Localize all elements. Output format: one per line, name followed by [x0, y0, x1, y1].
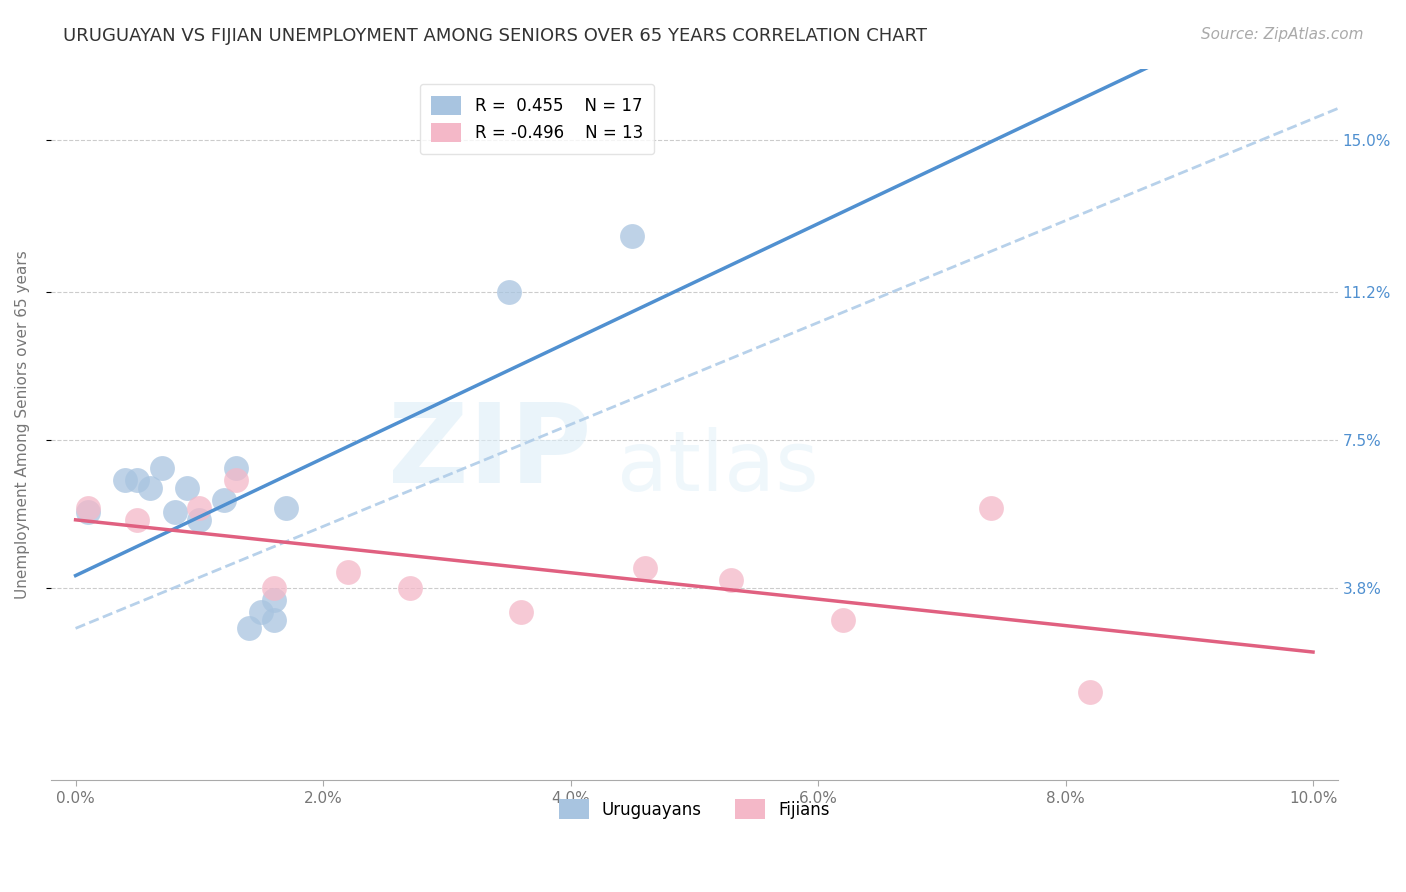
Point	[176, 482, 198, 496]
Point	[238, 621, 260, 635]
Point	[127, 513, 149, 527]
Point	[831, 613, 853, 627]
Point	[139, 482, 162, 496]
Point	[250, 605, 273, 619]
Point	[274, 501, 297, 516]
Point	[498, 285, 520, 300]
Point	[114, 474, 136, 488]
Point	[127, 474, 149, 488]
Point	[621, 229, 644, 244]
Point	[188, 501, 211, 516]
Y-axis label: Unemployment Among Seniors over 65 years: Unemployment Among Seniors over 65 years	[15, 250, 30, 599]
Text: Source: ZipAtlas.com: Source: ZipAtlas.com	[1201, 27, 1364, 42]
Point	[263, 582, 285, 596]
Point	[1078, 685, 1101, 699]
Point	[634, 561, 657, 575]
Text: atlas: atlas	[617, 426, 818, 508]
Legend: Uruguayans, Fijians: Uruguayans, Fijians	[553, 793, 837, 825]
Text: URUGUAYAN VS FIJIAN UNEMPLOYMENT AMONG SENIORS OVER 65 YEARS CORRELATION CHART: URUGUAYAN VS FIJIAN UNEMPLOYMENT AMONG S…	[63, 27, 928, 45]
Point	[77, 501, 100, 516]
Point	[163, 505, 186, 519]
Point	[720, 574, 742, 588]
Point	[188, 513, 211, 527]
Point	[150, 461, 173, 475]
Point	[225, 461, 247, 475]
Point	[263, 593, 285, 607]
Point	[77, 505, 100, 519]
Point	[980, 501, 1002, 516]
Point	[263, 613, 285, 627]
Point	[336, 566, 359, 580]
Point	[225, 474, 247, 488]
Point	[398, 582, 420, 596]
Point	[510, 605, 533, 619]
Text: ZIP: ZIP	[388, 400, 592, 507]
Point	[212, 493, 235, 508]
